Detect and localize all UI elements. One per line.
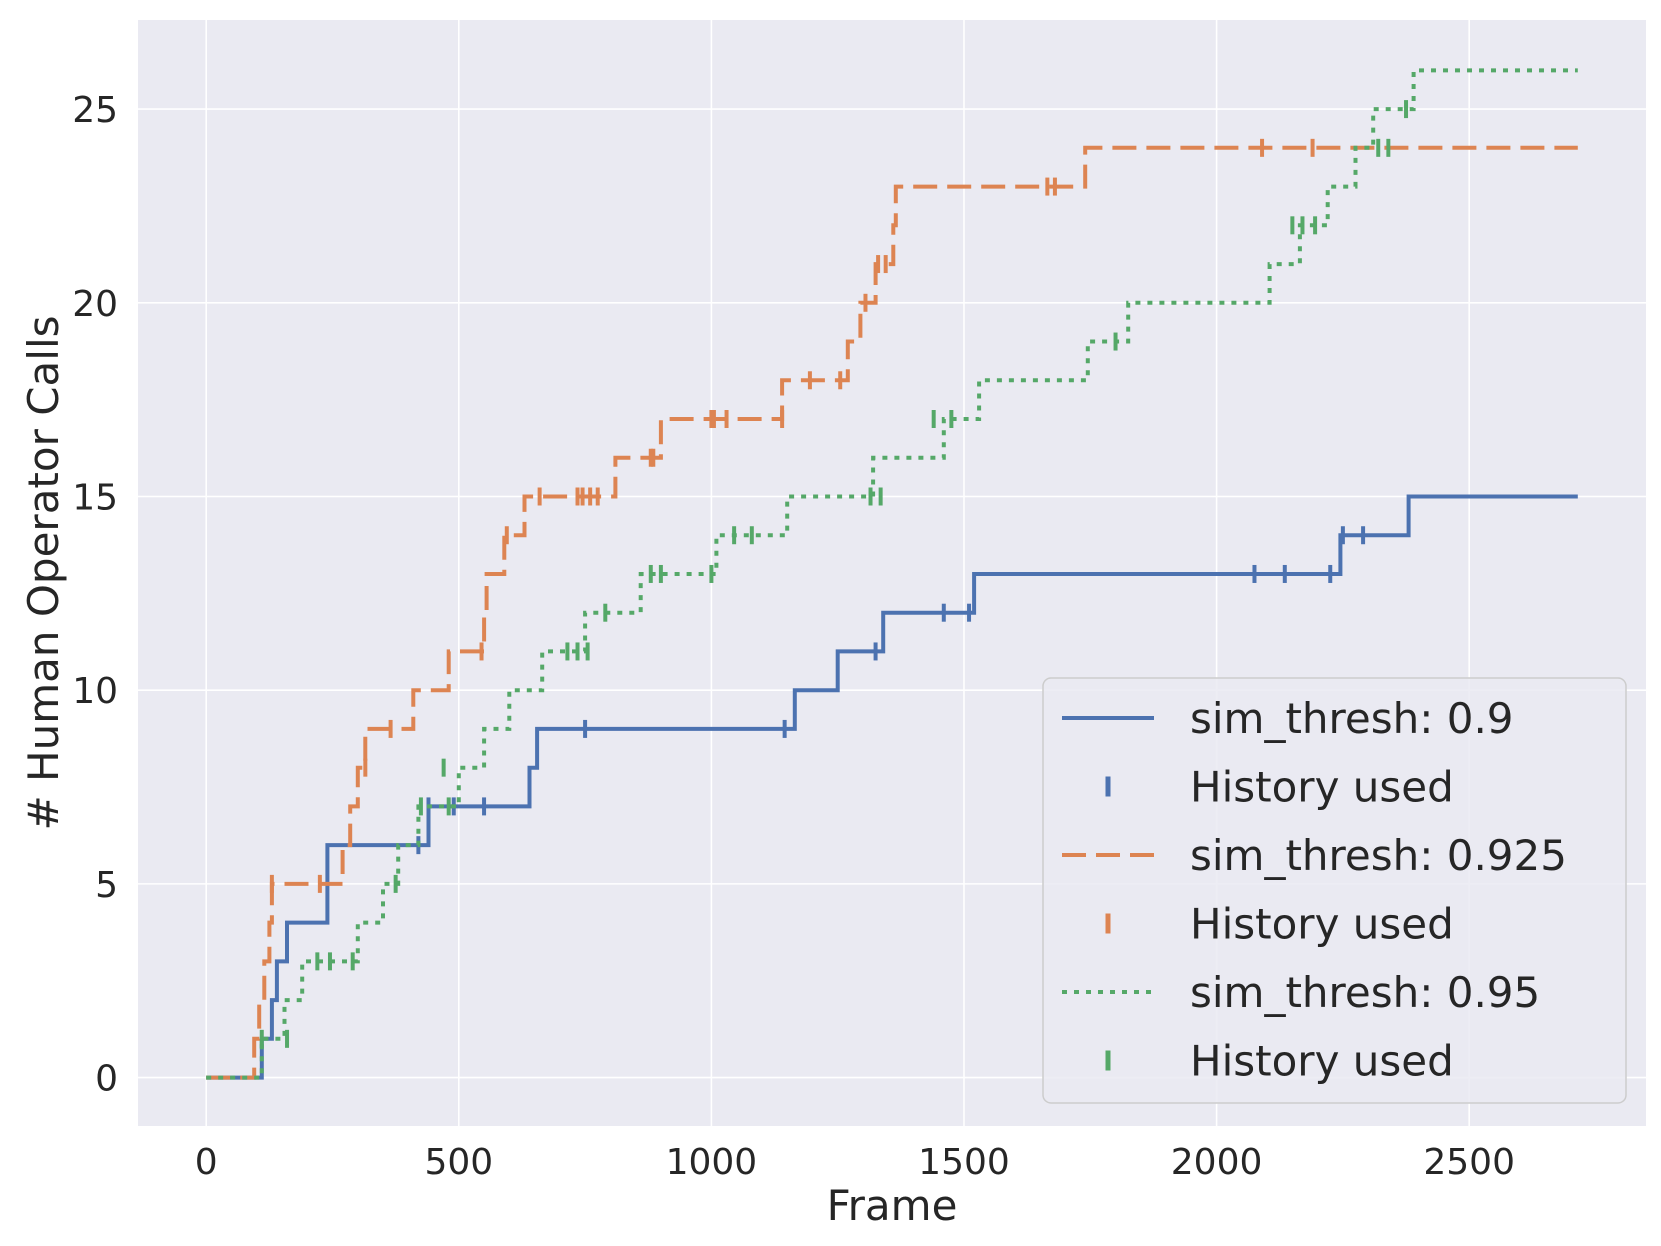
legend-label: History used	[1190, 900, 1454, 949]
legend-label: History used	[1190, 1037, 1454, 1086]
y-tick-label: 15	[72, 477, 118, 518]
series-line	[206, 145, 1578, 1080]
y-tick-labels: 0 5 10 15 20 25	[72, 90, 118, 1099]
y-tick-label: 10	[72, 671, 118, 712]
legend-label: sim_thresh: 0.925	[1190, 831, 1567, 880]
y-tick-label: 0	[95, 1059, 118, 1100]
legend: sim_thresh: 0.9 History used sim_thresh: 0…	[1042, 677, 1627, 1104]
x-tick-labels: 0 500 1000 1500 2000 2500	[195, 1142, 1515, 1183]
series-2	[206, 138, 1578, 1080]
y-tick-label: 20	[72, 284, 118, 325]
y-tick-label: 5	[95, 865, 118, 906]
series-line	[206, 494, 1578, 1080]
x-tick-label: 0	[195, 1142, 218, 1183]
y-axis-label: # Human Operator Calls	[19, 316, 68, 831]
x-tick-label: 2500	[1423, 1142, 1515, 1183]
y-tick-label: 25	[72, 90, 118, 131]
x-tick-label: 1500	[918, 1142, 1010, 1183]
x-axis-label: Frame	[827, 1181, 958, 1230]
legend-label: sim_thresh: 0.95	[1190, 968, 1540, 1017]
legend-label: sim_thresh: 0.9	[1190, 694, 1514, 743]
legend-label: History used	[1190, 763, 1454, 812]
legend-box	[1042, 677, 1627, 1104]
x-tick-label: 1000	[666, 1142, 758, 1183]
series-layer	[206, 68, 1578, 1080]
x-tick-label: 500	[424, 1142, 493, 1183]
series-3	[206, 68, 1578, 1080]
x-tick-label: 2000	[1171, 1142, 1263, 1183]
series-line	[206, 68, 1578, 1080]
